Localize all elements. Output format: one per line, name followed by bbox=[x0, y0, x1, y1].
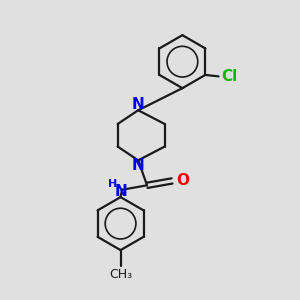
Text: N: N bbox=[114, 184, 127, 199]
Text: N: N bbox=[132, 158, 145, 173]
Text: Cl: Cl bbox=[221, 69, 238, 84]
Text: CH₃: CH₃ bbox=[109, 268, 132, 281]
Text: O: O bbox=[176, 173, 190, 188]
Text: N: N bbox=[132, 98, 145, 112]
Text: H: H bbox=[108, 179, 117, 190]
